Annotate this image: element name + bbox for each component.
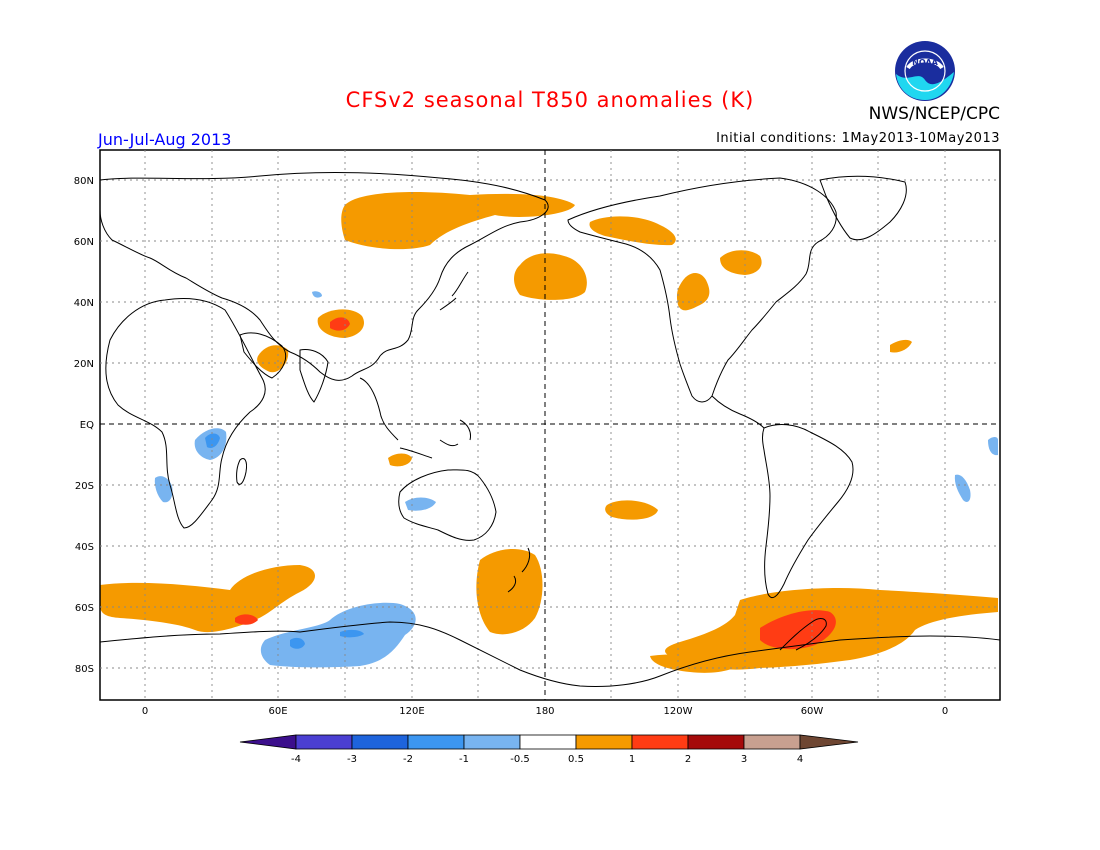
legend-labels: -4 -3 -2 -1 -0.5 0.5 1 2 3 4 xyxy=(291,754,803,765)
warm-anomaly-atlantic-nw-africa xyxy=(890,339,912,353)
noaa-logo-text: NOAA xyxy=(912,58,938,67)
legend-swatch-pos3-4 xyxy=(743,734,801,750)
lon-label-120e: 120E xyxy=(399,706,424,717)
legend-swatch-pos2-3 xyxy=(687,734,745,750)
lon-label-180: 180 xyxy=(535,706,554,717)
legend-label-neg2: -2 xyxy=(403,754,413,765)
anomaly-shading xyxy=(100,192,998,673)
strong-cool-antarctica-2 xyxy=(340,629,364,638)
cool-anomaly-europe xyxy=(312,291,322,298)
lon-label-0: 0 xyxy=(142,706,148,717)
legend-swatch-pos1-2 xyxy=(631,734,689,750)
legend-swatch-gt4 xyxy=(799,734,859,750)
warm-anomaly-s-pacific xyxy=(605,500,658,520)
equator-dateline xyxy=(100,150,1000,700)
warm-anomaly-hudson xyxy=(720,250,762,275)
strong-anomaly-indian-ocean xyxy=(235,614,258,625)
map-frame xyxy=(99,149,1001,701)
agency-label: NWS/NCEP/CPC xyxy=(868,104,1000,124)
initial-conditions-label: Initial conditions: 1May2013-10May2013 xyxy=(716,131,1000,146)
lat-label-80s: 80S xyxy=(75,664,94,675)
lon-label-120w: 120W xyxy=(664,706,693,717)
strong-anomaly-antarctic-peninsula xyxy=(760,610,836,650)
strong-cool-east-africa xyxy=(205,433,220,448)
lat-label-eq: EQ xyxy=(80,420,94,431)
lat-label-60n: 60N xyxy=(74,237,94,248)
lat-label-80n: 80N xyxy=(74,176,94,187)
legend-label-neg1: -1 xyxy=(459,754,469,765)
lon-label-60e: 60E xyxy=(268,706,287,717)
coastlines xyxy=(99,171,1001,687)
legend-label-neg4: -4 xyxy=(291,754,301,765)
legend-label-neg05: -0.5 xyxy=(510,754,530,765)
legend-label-pos3: 3 xyxy=(741,754,747,765)
color-legend: -4 -3 -2 -1 -0.5 0.5 1 2 3 4 xyxy=(239,734,859,765)
cool-anomaly-east-antarctica xyxy=(260,602,416,668)
legend-label-pos4: 4 xyxy=(797,754,803,765)
legend-label-pos2: 2 xyxy=(685,754,691,765)
legend-label-pos1: 1 xyxy=(629,754,635,765)
warm-anomaly-s-ocean-atlantic xyxy=(100,565,315,633)
legend-swatch-neg2-neg1 xyxy=(407,734,465,750)
lat-label-40n: 40N xyxy=(74,298,94,309)
cool-anomaly-s-africa xyxy=(154,476,173,503)
lat-label-40s: 40S xyxy=(75,542,94,553)
lon-label-0-east: 0 xyxy=(942,706,948,717)
cool-anomaly-gulf-guinea xyxy=(988,437,998,456)
strong-anomaly-tibet xyxy=(330,317,350,331)
legend-swatch-neg3-neg2 xyxy=(351,734,409,750)
gridlines xyxy=(100,150,1000,700)
legend-swatch-pos05-1 xyxy=(575,734,633,750)
warm-anomaly-n-pacific-arctic xyxy=(341,192,575,250)
warm-anomaly-indonesia xyxy=(388,453,412,467)
cool-anomaly-madagascar-east xyxy=(954,474,971,502)
season-label: Jun-Jul-Aug 2013 xyxy=(98,130,232,149)
warm-anomaly-arabia xyxy=(257,345,289,373)
lon-labels: 0 60E 120E 180 120W 60W 0 xyxy=(142,706,948,717)
legend-label-pos05: 0.5 xyxy=(568,754,584,765)
warm-anomaly-n-pacific xyxy=(514,253,587,300)
lat-label-60s: 60S xyxy=(75,603,94,614)
cool-anomaly-australia xyxy=(405,497,436,511)
legend-swatch-neg1-neg05 xyxy=(463,734,521,750)
lat-label-20s: 20S xyxy=(75,481,94,492)
lat-label-20n: 20N xyxy=(74,359,94,370)
warm-anomaly-n-america-west xyxy=(676,273,710,311)
legend-label-neg3: -3 xyxy=(347,754,357,765)
strong-cool-antarctica xyxy=(290,637,305,649)
warm-anomaly-alaska-canada xyxy=(589,216,676,246)
warm-anomaly-new-zealand-s xyxy=(476,548,543,635)
map-title: CFSv2 seasonal T850 anomalies (K) xyxy=(345,88,755,112)
legend-swatch-lt-neg4 xyxy=(239,734,297,750)
noaa-logo-icon: NOAA xyxy=(895,41,955,101)
legend-swatch-neutral xyxy=(519,734,577,750)
lat-labels: 80N 60N 40N 20N EQ 20S 40S 60S 80S xyxy=(74,176,94,675)
lon-label-60w: 60W xyxy=(801,706,824,717)
legend-swatch-neg4-neg3 xyxy=(295,734,353,750)
